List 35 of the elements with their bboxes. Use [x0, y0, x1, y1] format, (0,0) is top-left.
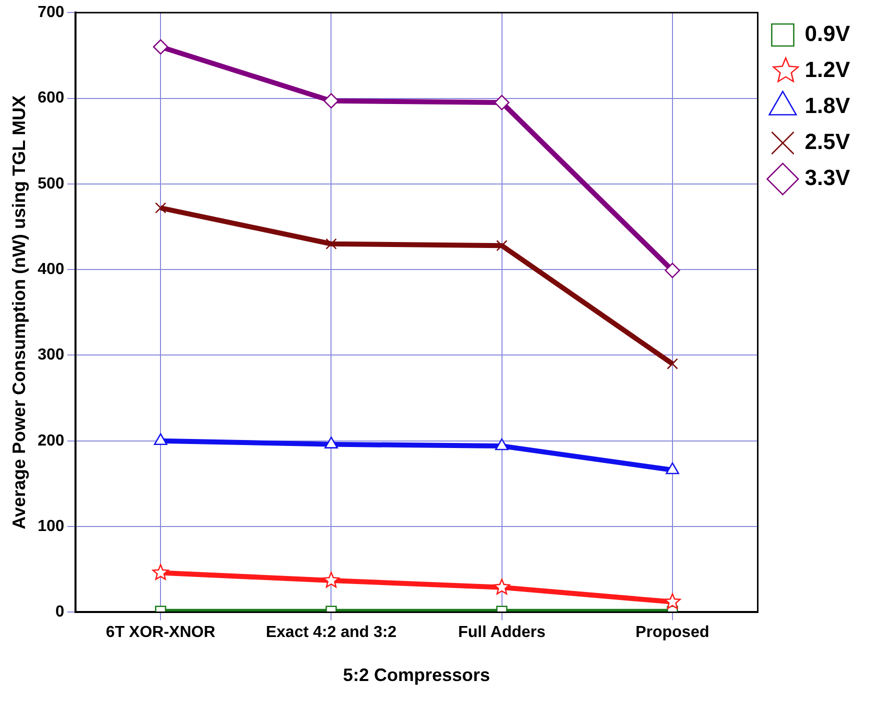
point — [322, 572, 340, 588]
x-axis-title: 5:2 Compressors — [342, 665, 490, 686]
y-axis-title: Average Power Consumption (nW) using TGL MUX — [8, 95, 29, 530]
point — [154, 433, 168, 446]
point — [494, 578, 510, 594]
point — [152, 564, 169, 580]
x-tick-label: 6T XOR-XNOR — [106, 624, 216, 642]
x-tick-label: Exact 4:2 and 3:2 — [266, 624, 397, 642]
y-tick-label: 300 — [38, 346, 64, 364]
y-tick-label: 500 — [38, 175, 64, 192]
legend-label: 1.8V — [804, 93, 850, 118]
point — [666, 462, 680, 474]
point — [324, 93, 339, 108]
legend-label: 3.3V — [804, 165, 850, 190]
point — [494, 94, 510, 110]
y-tick-label: 200 — [38, 432, 64, 450]
y-tick-label: 600 — [38, 90, 64, 107]
point — [666, 358, 678, 370]
x-tick-label: Full Adders — [458, 624, 546, 642]
point — [664, 593, 681, 610]
point — [152, 39, 168, 55]
y-tick-label: 0 — [55, 604, 64, 621]
legend-label: 1.2V — [804, 57, 850, 82]
legend-label: 2.5V — [804, 129, 850, 154]
point — [326, 238, 337, 250]
point — [155, 202, 166, 214]
x-tick-label: Proposed — [636, 624, 710, 642]
y-tick-label: 700 — [38, 4, 64, 22]
y-tick-label: 100 — [38, 518, 64, 535]
point — [324, 436, 338, 448]
legend-label: 0.9V — [804, 21, 850, 46]
point — [495, 438, 509, 450]
y-tick-label: 400 — [38, 260, 64, 278]
point — [496, 240, 508, 252]
point — [664, 262, 680, 278]
